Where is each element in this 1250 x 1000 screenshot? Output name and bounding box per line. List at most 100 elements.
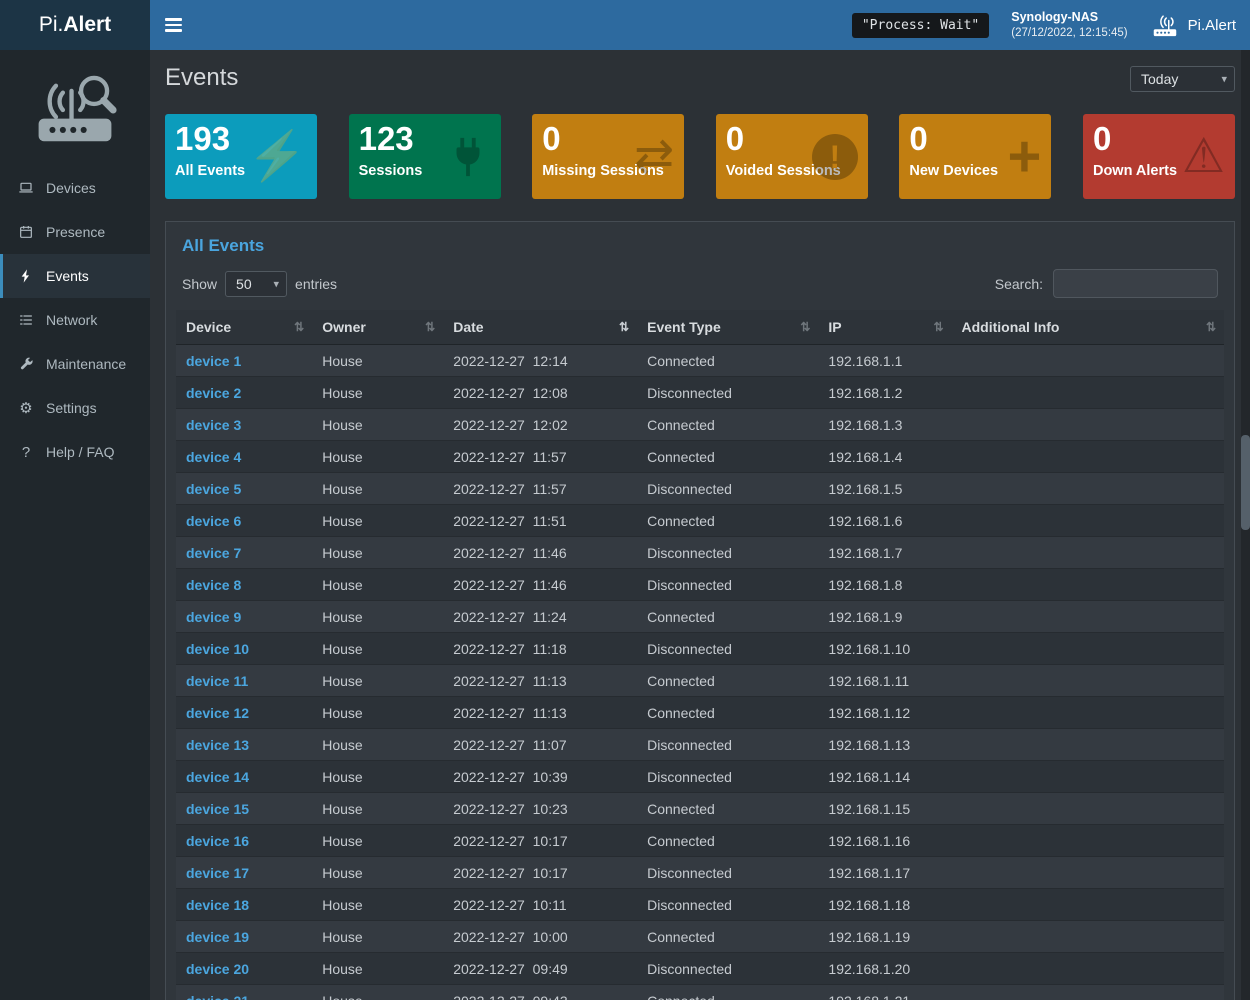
cell-info	[951, 664, 1224, 697]
device-link[interactable]: device 14	[186, 768, 250, 785]
table-row: device 4 House 2022-12-27 11:57 Connected 19…	[176, 440, 1224, 473]
cell-ip: 192.168.1.5	[818, 472, 952, 505]
cell-datetime: 2022-12-27 11:46	[443, 568, 638, 601]
sidebar-item-devices[interactable]: Devices	[0, 166, 150, 210]
card-new-devices[interactable]: 0 New Devices +	[899, 114, 1052, 199]
search-input[interactable]	[1053, 269, 1218, 298]
device-link[interactable]: device 1	[186, 352, 242, 369]
card-missing-sessions[interactable]: 0 Missing Sessions ⇄	[532, 114, 685, 199]
device-link[interactable]: device 9	[186, 608, 242, 625]
router-search-logo-icon	[38, 75, 117, 142]
card-value: 0	[542, 120, 561, 157]
sidebar-item-events[interactable]: Events	[0, 254, 150, 298]
card-all-events[interactable]: 193 All Events ⚡	[165, 114, 317, 199]
table-row: device 6 House 2022-12-27 11:51 Connected 19…	[176, 504, 1224, 537]
device-link[interactable]: device 5	[186, 480, 242, 497]
cell-datetime: 2022-12-27 10:23	[443, 792, 638, 825]
app-name: Pi.Alert	[1187, 16, 1236, 34]
cell-datetime: 2022-12-27 10:00	[443, 920, 638, 953]
vertical-scrollbar[interactable]	[1241, 50, 1250, 1000]
table-row: device 14 House 2022-12-27 10:39 Disconnect…	[176, 760, 1224, 793]
device-link[interactable]: device 12	[186, 704, 250, 721]
cell-datetime: 2022-12-27 10:39	[443, 760, 638, 793]
cell-device: device 16	[176, 824, 313, 857]
device-link[interactable]: device 2	[186, 384, 242, 401]
cell-event: Disconnected	[637, 632, 819, 665]
device-link[interactable]: device 21	[186, 993, 249, 1000]
warning-icon: ⚠	[1181, 129, 1225, 183]
sidebar-toggle-button[interactable]	[150, 0, 196, 50]
column-header-device[interactable]: Device ⇅	[176, 310, 313, 345]
card-sessions[interactable]: 123 Sessions	[348, 114, 501, 199]
device-link[interactable]: device 4	[186, 448, 242, 465]
table-row: device 9 House 2022-12-27 11:24 Connected 19…	[176, 600, 1224, 633]
cell-ip: 192.168.1.12	[818, 696, 952, 729]
sidebar-item-network[interactable]: Network	[0, 298, 150, 342]
cell-ip: 192.168.1.3	[818, 408, 952, 441]
device-link[interactable]: device 6	[186, 512, 242, 529]
cell-datetime: 2022-12-27 12:02	[443, 408, 638, 441]
device-link[interactable]: device 8	[186, 576, 242, 593]
cell-owner: House	[312, 792, 444, 825]
device-link[interactable]: device 16	[186, 832, 250, 849]
cell-info	[951, 952, 1224, 985]
sort-icon: ⇅	[1205, 320, 1216, 334]
cell-owner: House	[312, 408, 444, 441]
app-logo[interactable]: Pi. Alert	[0, 0, 150, 50]
device-link[interactable]: device 19	[186, 928, 250, 945]
device-link[interactable]: device 7	[186, 544, 242, 561]
device-link[interactable]: device 13	[186, 736, 250, 753]
summary-cards: 193 All Events ⚡ 123 Sessions 0 Missing …	[165, 114, 1235, 199]
cell-datetime: 2022-12-27 11:13	[443, 696, 638, 729]
column-header-additional-info[interactable]: Additional Info ⇅	[951, 310, 1224, 345]
cell-info	[951, 568, 1224, 601]
device-link[interactable]: device 10	[186, 640, 250, 657]
cell-owner: House	[312, 984, 444, 1000]
period-select[interactable]: Today	[1130, 66, 1235, 92]
scrollbar-thumb[interactable]	[1241, 435, 1250, 530]
cell-device: device 8	[176, 568, 313, 601]
table-header-row: Device ⇅ Owner ⇅ Date ⇅ Event Type ⇅ IP ⇅ Add…	[176, 310, 1224, 345]
cell-datetime: 2022-12-27 10:17	[443, 856, 638, 889]
sidebar-menu: Devices Presence Events Network Maintena…	[0, 166, 150, 474]
device-link[interactable]: device 3	[186, 416, 242, 433]
column-header-ip[interactable]: IP ⇅	[818, 310, 952, 345]
device-link[interactable]: device 11	[186, 672, 249, 689]
host-info: Synology-NAS (27/12/2022, 12:15:45)	[1011, 9, 1127, 41]
page-length-control: Show 50 entries	[182, 270, 337, 297]
cell-info	[951, 696, 1224, 729]
device-link[interactable]: device 15	[186, 800, 250, 817]
table-row: device 2 House 2022-12-27 12:08 Disconnecte…	[176, 376, 1224, 409]
sidebar-item-presence[interactable]: Presence	[0, 210, 150, 254]
sidebar-item-label: Help / FAQ	[46, 444, 115, 460]
cell-device: device 4	[176, 440, 313, 473]
cell-event: Disconnected	[637, 376, 819, 409]
column-header-owner[interactable]: Owner ⇅	[312, 310, 444, 345]
cell-info	[951, 408, 1224, 441]
cell-owner: House	[312, 472, 444, 505]
cell-event: Connected	[637, 824, 819, 857]
laptop-icon	[17, 180, 35, 196]
sidebar-item-help[interactable]: ? Help / FAQ	[0, 430, 150, 474]
column-header-date[interactable]: Date ⇅	[443, 310, 638, 345]
sidebar-item-settings[interactable]: ⚙ Settings	[0, 386, 150, 430]
sidebar-item-label: Network	[46, 312, 98, 328]
cell-datetime: 2022-12-27 11:07	[443, 728, 638, 761]
cell-ip: 192.168.1.13	[818, 728, 952, 761]
card-down-alerts[interactable]: 0 Down Alerts ⚠	[1082, 114, 1235, 199]
column-header-event-type[interactable]: Event Type ⇅	[637, 310, 819, 345]
card-voided-sessions[interactable]: 0 Voided Sessions !	[715, 114, 868, 199]
page-length-select[interactable]: 50	[225, 270, 288, 297]
device-link[interactable]: device 18	[186, 896, 250, 913]
device-link[interactable]: device 17	[186, 864, 250, 881]
cell-info	[951, 856, 1224, 889]
card-label: Sessions	[358, 162, 423, 179]
sidebar-item-maintenance[interactable]: Maintenance	[0, 342, 150, 386]
card-label: Down Alerts	[1092, 162, 1178, 179]
events-table: Device ⇅ Owner ⇅ Date ⇅ Event Type ⇅ IP ⇅ Add…	[176, 310, 1224, 1000]
device-link[interactable]: device 20	[186, 960, 250, 977]
cell-event: Disconnected	[637, 472, 819, 505]
cell-info	[951, 824, 1224, 857]
cell-owner: House	[312, 440, 444, 473]
cell-info	[951, 984, 1224, 1000]
